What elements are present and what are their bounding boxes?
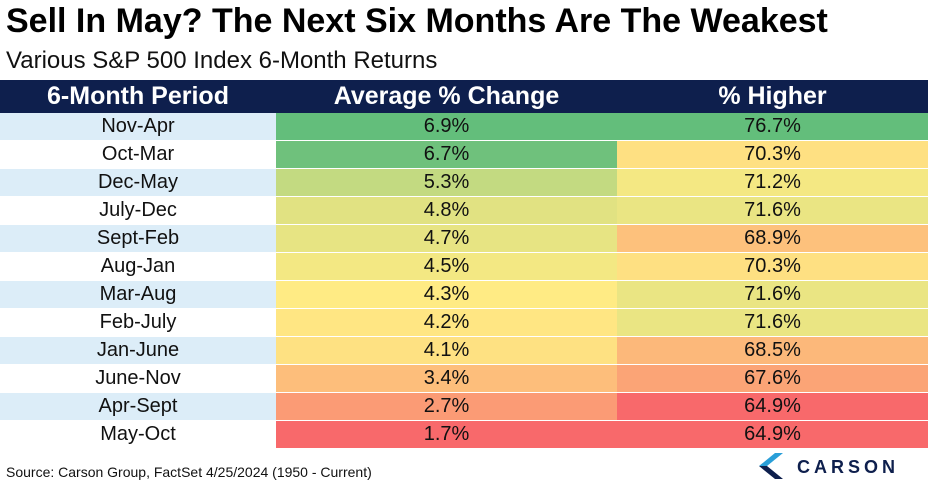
period-cell: Mar-Aug (0, 280, 276, 309)
pct-higher-cell: 64.9% (617, 420, 928, 449)
pct-higher-cell: 67.6% (617, 364, 928, 393)
chart-subtitle: Various S&P 500 Index 6-Month Returns (6, 47, 438, 74)
avg-change-cell: 1.7% (276, 420, 617, 449)
period-cell: Nov-Apr (0, 113, 276, 141)
avg-change-cell: 4.7% (276, 224, 617, 253)
period-cell: May-Oct (0, 420, 276, 449)
avg-change-cell: 4.1% (276, 336, 617, 365)
avg-change-cell: 6.9% (276, 113, 617, 141)
table-body: Nov-Apr 6.9% 76.7% Oct-Mar 6.7% 70.3% Dec-May 5… (0, 113, 928, 449)
chart-title: Sell In May? The Next Six Months Are The… (6, 2, 828, 40)
source-note: Source: Carson Group, FactSet 4/25/2024 … (6, 464, 372, 480)
period-cell: Jan-June (0, 336, 276, 365)
table-row: May-Oct 1.7% 64.9% (0, 420, 928, 449)
avg-change-cell: 2.7% (276, 392, 617, 421)
avg-change-cell: 6.7% (276, 140, 617, 169)
period-cell: July-Dec (0, 196, 276, 225)
column-header-pct-higher: % Higher (617, 80, 928, 113)
pct-higher-cell: 70.3% (617, 140, 928, 169)
avg-change-cell: 4.3% (276, 280, 617, 309)
pct-higher-cell: 70.3% (617, 252, 928, 281)
pct-higher-cell: 76.7% (617, 113, 928, 141)
carson-logo-text: CARSON (797, 457, 900, 477)
period-cell: Oct-Mar (0, 140, 276, 169)
table-row: Apr-Sept 2.7% 64.9% (0, 392, 928, 421)
period-cell: Aug-Jan (0, 252, 276, 281)
table-row: Nov-Apr 6.9% 76.7% (0, 113, 928, 141)
avg-change-cell: 4.2% (276, 308, 617, 337)
table-row: Dec-May 5.3% 71.2% (0, 168, 928, 197)
avg-change-cell: 5.3% (276, 168, 617, 197)
period-cell: Apr-Sept (0, 392, 276, 421)
avg-change-cell: 3.4% (276, 364, 617, 393)
table-row: Feb-July 4.2% 71.6% (0, 308, 928, 337)
table-row: Jan-June 4.1% 68.5% (0, 336, 928, 365)
table-row: Sept-Feb 4.7% 68.9% (0, 224, 928, 253)
pct-higher-cell: 71.6% (617, 196, 928, 225)
table-row: Mar-Aug 4.3% 71.6% (0, 280, 928, 309)
table-row: Oct-Mar 6.7% 70.3% (0, 140, 928, 169)
period-cell: Sept-Feb (0, 224, 276, 253)
pct-higher-cell: 64.9% (617, 392, 928, 421)
avg-change-cell: 4.8% (276, 196, 617, 225)
period-cell: Feb-July (0, 308, 276, 337)
table-row: Aug-Jan 4.5% 70.3% (0, 252, 928, 281)
period-cell: Dec-May (0, 168, 276, 197)
avg-change-cell: 4.5% (276, 252, 617, 281)
carson-logo-icon (759, 453, 783, 479)
heatmap-table: 6-Month Period Average % Change % Higher… (0, 80, 928, 449)
header-row: 6-Month Period Average % Change % Higher (0, 80, 928, 113)
carson-logo: CARSON (757, 451, 917, 481)
column-header-avg-change: Average % Change (276, 80, 617, 113)
period-cell: June-Nov (0, 364, 276, 393)
pct-higher-cell: 68.9% (617, 224, 928, 253)
pct-higher-cell: 71.6% (617, 308, 928, 337)
pct-higher-cell: 71.2% (617, 168, 928, 197)
pct-higher-cell: 68.5% (617, 336, 928, 365)
column-header-period: 6-Month Period (0, 80, 276, 113)
table-row: July-Dec 4.8% 71.6% (0, 196, 928, 225)
table-row: June-Nov 3.4% 67.6% (0, 364, 928, 393)
pct-higher-cell: 71.6% (617, 280, 928, 309)
